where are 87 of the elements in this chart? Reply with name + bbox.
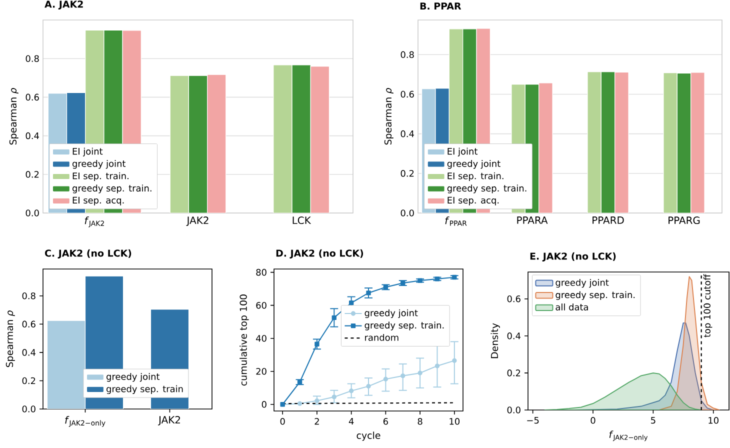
x-axis-title: f$_{JAK2−only}$ <box>609 430 648 442</box>
x-tick-label: PPARD <box>592 216 624 224</box>
legend-label: greedy joint <box>364 309 418 318</box>
y-axis-title: Spearman ρ <box>9 88 18 145</box>
y-tick-label: 0.8 <box>400 51 414 58</box>
legend-label: greedy joint <box>106 373 160 382</box>
legend-label: greedy joint <box>556 278 609 288</box>
chart-title: B. PPAR <box>420 2 462 10</box>
legend-label: greedy sep. train. <box>447 184 526 194</box>
x-tick-label: f$_{JAK2}$ <box>84 216 104 228</box>
y-tick-label: 0.6 <box>400 90 414 98</box>
chart-title: D. JAK2 (no LCK) <box>276 249 364 259</box>
chart-title: A. JAK2 <box>44 0 83 10</box>
point <box>400 373 406 378</box>
y-tick-label: 0.2 <box>507 370 520 376</box>
chart-title: E. JAK2 (no LCK) <box>530 252 616 262</box>
y-axis-title: Spearman ρ <box>384 88 394 145</box>
legend-label: EI sep. train. <box>72 172 128 182</box>
legend-label: greedy sep. train. <box>72 184 152 194</box>
y-tick-label: 0.6 <box>22 320 36 328</box>
legend-label: greedy joint <box>72 160 126 169</box>
point <box>434 364 440 368</box>
y-axis-title: Density <box>490 323 500 358</box>
y-tick-label: 0.0 <box>22 406 36 412</box>
x-tick-label: −5 <box>527 417 539 424</box>
y-tick-label: 0.0 <box>26 210 39 216</box>
x-tick-label: 8 <box>418 418 422 425</box>
point <box>348 388 354 394</box>
x-tick-label: 10 <box>450 418 460 425</box>
x-tick-label: f$_{PPAR}$ <box>445 216 467 226</box>
x-axis-title: cycle <box>356 432 380 441</box>
x-tick-label: f$_{JAK2−only}$ <box>65 416 106 427</box>
legend-label: greedy joint <box>447 160 500 169</box>
point <box>383 376 388 382</box>
x-tick-label: 4 <box>348 418 354 425</box>
legend-label: all data <box>556 304 588 310</box>
point <box>348 300 354 306</box>
ref-line-label: top 100 cutoff <box>704 274 712 338</box>
x-tick-label: 2 <box>314 418 319 425</box>
point <box>332 394 336 400</box>
x-tick-label: LCK <box>292 216 312 224</box>
y-tick-label: 0 <box>262 401 266 408</box>
y-tick-label: 80 <box>256 268 266 276</box>
x-tick-label: 0 <box>590 417 596 424</box>
point <box>418 370 422 376</box>
point <box>452 358 457 363</box>
legend-label: EI sep. acq. <box>448 196 499 206</box>
chart-title: C. JAK2 (no LCK) <box>44 249 132 259</box>
x-tick-label: JAK2 <box>186 216 208 226</box>
point <box>366 290 371 296</box>
y-tick-label: 60 <box>256 302 266 309</box>
x-tick-label: JAK2 <box>158 416 180 426</box>
y-tick-label: 0.4 <box>26 132 39 140</box>
legend-label: random <box>365 334 398 341</box>
y-tick-label: 0.0 <box>507 406 520 414</box>
y-tick-label: 0.8 <box>26 55 39 62</box>
legend-label: greedy sep. train. <box>364 322 444 330</box>
x-tick-label: 0 <box>280 418 285 425</box>
y-tick-label: 20 <box>256 368 266 375</box>
y-tick-label: 0.0 <box>400 210 414 216</box>
y-tick-label: 0.6 <box>507 295 520 302</box>
x-tick-label: 10 <box>708 417 718 424</box>
y-tick-label: 0.6 <box>26 94 39 101</box>
legend-label: EI sep. acq. <box>72 196 124 206</box>
legend-label: greedy sep. train. <box>556 291 635 300</box>
point <box>314 342 320 346</box>
y-tick-label: 40 <box>256 334 266 342</box>
point <box>297 401 302 406</box>
legend-label: EI sep. train. <box>448 172 504 182</box>
y-tick-label: 0.2 <box>26 171 39 178</box>
y-axis-title: Spearman ρ <box>6 310 15 368</box>
x-tick-label: 6 <box>383 418 388 425</box>
legend-label: greedy sep. train <box>106 385 183 394</box>
x-tick-label: 5 <box>651 417 656 424</box>
x-tick-label: PPARA <box>517 216 548 224</box>
x-tick-label: PPARG <box>668 216 700 224</box>
y-tick-label: 0.4 <box>507 332 520 340</box>
y-tick-label: 0.2 <box>22 377 36 384</box>
y-tick-label: 0.4 <box>400 130 414 138</box>
y-tick-label: 0.4 <box>22 349 36 356</box>
legend-label: EI joint <box>448 148 478 156</box>
y-tick-label: 0.2 <box>400 170 414 177</box>
y-axis-title: cumulative top 100 <box>240 294 249 386</box>
point <box>366 384 371 389</box>
point <box>332 315 336 320</box>
y-tick-label: 0.8 <box>22 292 36 300</box>
legend-label: EI joint <box>72 148 103 156</box>
